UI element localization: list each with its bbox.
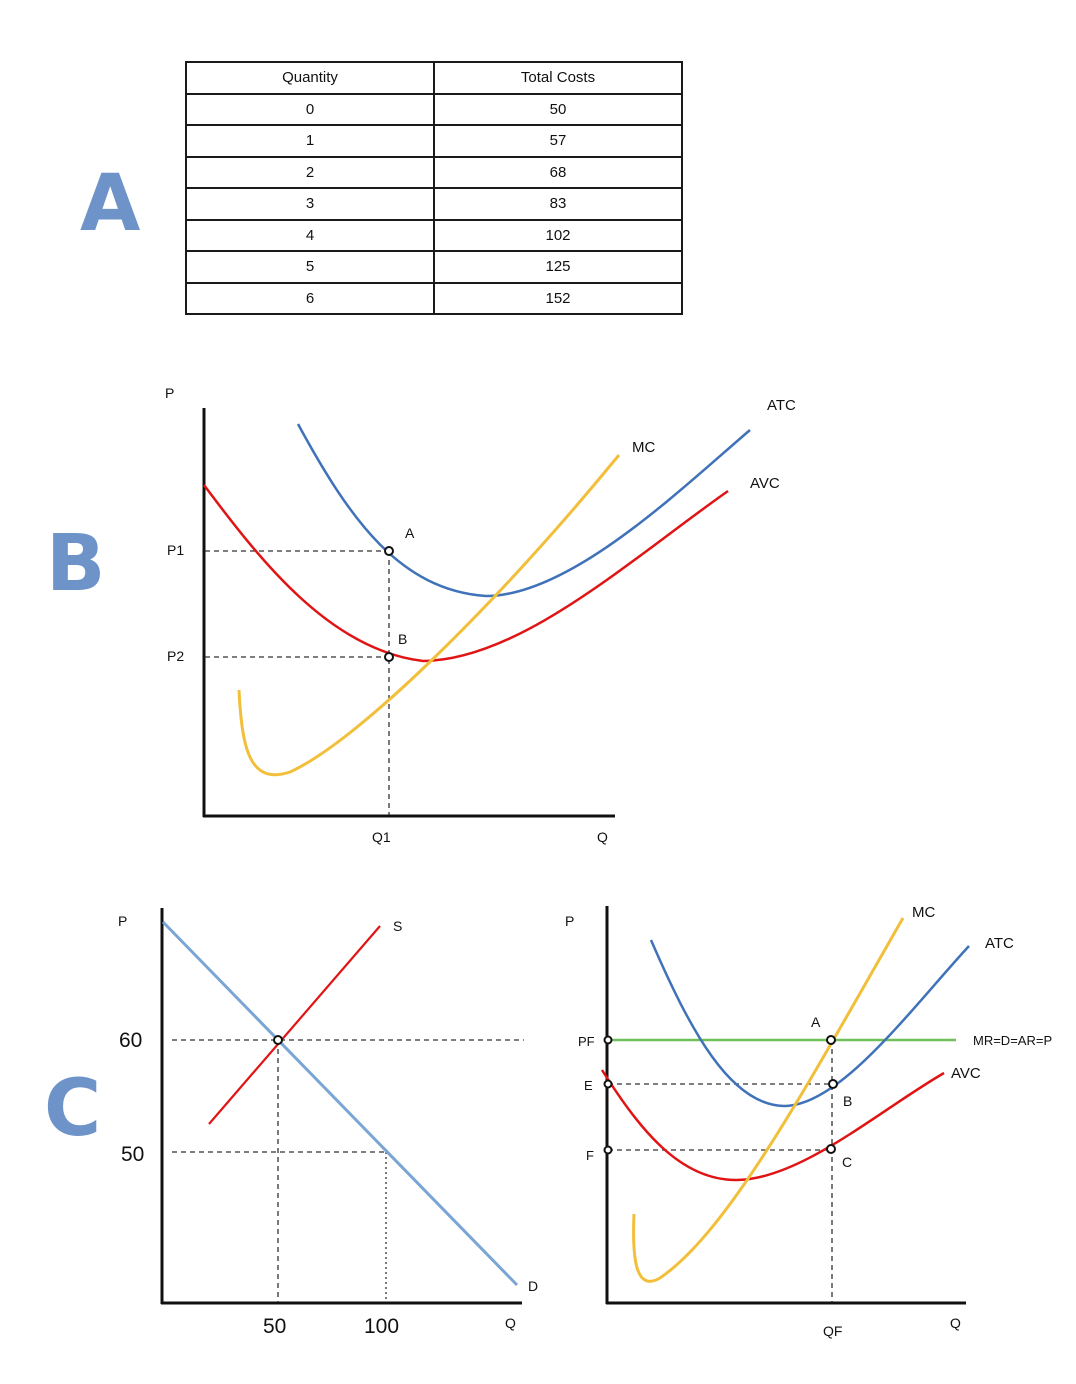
graph-c-right-f-point	[603, 1145, 613, 1155]
graph-b-mc-curve	[237, 454, 621, 777]
section-label-c: C	[44, 1064, 102, 1154]
graph-c-right-pf-point	[603, 1035, 613, 1045]
cost-table: Quantity Total Costs 0 50 1 57 2 68 3 83 4 10…	[185, 61, 683, 315]
graph-b-atc-label: ATC	[767, 397, 796, 414]
graph-c-right-point-a	[826, 1035, 836, 1045]
graph-b-point-b-label: B	[398, 631, 407, 647]
graph-c-right-avc-curve	[600, 1069, 945, 1182]
graph-c-left-axis-q-label: Q	[505, 1315, 516, 1331]
table-row: 5 125	[185, 250, 683, 284]
graph-c-right-atc-curve	[649, 939, 970, 1108]
graph-b-p2-label: P2	[167, 648, 184, 664]
graph-c-left-demand-line	[161, 920, 519, 1287]
graph-c-left-axis-p-label: P	[118, 913, 127, 929]
graph-c-right-mr-label: MR=D=AR=P	[973, 1033, 1052, 1048]
graph-c-right-mc-curve	[632, 917, 905, 1283]
graph-c-left-p60-label: 60	[119, 1029, 142, 1052]
table-row: 3 83	[185, 187, 683, 221]
graph-b-p1-label: P1	[167, 542, 184, 558]
cell-quantity: 2	[185, 155, 435, 189]
graph-c-left-equilibrium-point	[273, 1035, 283, 1045]
graph-b-point-a	[384, 546, 394, 556]
graph-b-point-b	[384, 652, 394, 662]
graph-c-right-point-c	[826, 1144, 836, 1154]
graph-c-right-axis-p-label: P	[565, 913, 574, 929]
cell-total-cost: 152	[433, 281, 683, 315]
graph-c-right-e-label: E	[584, 1078, 593, 1093]
graph-c-right-e-point	[603, 1079, 613, 1089]
graph-b-avc-label: AVC	[750, 475, 780, 492]
graph-b-point-a-label: A	[405, 525, 415, 541]
graph-c-left-p50-label: 50	[121, 1143, 144, 1166]
graph-c-right: P Q PF E F QF MC ATC AVC MR=D=AR=P A B C	[565, 904, 1052, 1339]
cell-total-cost: 125	[433, 250, 683, 284]
graph-b-q1-label: Q1	[372, 829, 391, 845]
graph-c-right-point-b-label: B	[843, 1093, 852, 1109]
graph-c-left-q50-label: 50	[263, 1315, 286, 1338]
table-row: 2 68	[185, 155, 683, 189]
graph-c-right-point-c-label: C	[842, 1154, 852, 1170]
section-label-a: A	[80, 159, 141, 249]
graph-b: P Q P1 P2 Q1 MC ATC AVC A B	[165, 385, 796, 845]
graph-c-left-supply-line	[208, 925, 381, 1125]
graph-c-right-axis-q-label: Q	[950, 1315, 961, 1331]
graph-c-right-pf-label: PF	[578, 1034, 595, 1049]
graph-c-right-atc-label: ATC	[985, 935, 1014, 952]
graph-c-left-demand-label: D	[528, 1278, 538, 1294]
graph-b-axis-p-label: P	[165, 385, 174, 401]
graph-c-left-q100-label: 100	[364, 1315, 399, 1338]
graph-c-right-point-b	[828, 1079, 838, 1089]
table-row: 6 152	[185, 281, 683, 315]
graph-b-axis-q-label: Q	[597, 829, 608, 845]
header-total-costs: Total Costs	[433, 61, 683, 95]
graph-c-right-qf-label: QF	[823, 1323, 842, 1339]
table-row: 4 102	[185, 218, 683, 252]
graph-b-mc-label: MC	[632, 439, 655, 456]
graph-c-right-avc-label: AVC	[951, 1065, 981, 1082]
graph-c-left: P Q 60 50 50 100 S D	[118, 908, 538, 1338]
graph-b-avc-curve	[202, 484, 729, 663]
graph-c-right-f-label: F	[586, 1148, 594, 1163]
graph-c-left-supply-label: S	[393, 918, 402, 934]
cell-quantity: 5	[185, 250, 435, 284]
section-label-b: B	[46, 519, 106, 609]
graph-c-right-point-a-label: A	[811, 1014, 821, 1030]
table-header-row: Quantity Total Costs	[185, 61, 683, 95]
cell-quantity: 6	[185, 281, 435, 315]
graph-c-right-mc-label: MC	[912, 904, 935, 921]
graph-b-atc-curve	[296, 423, 751, 598]
